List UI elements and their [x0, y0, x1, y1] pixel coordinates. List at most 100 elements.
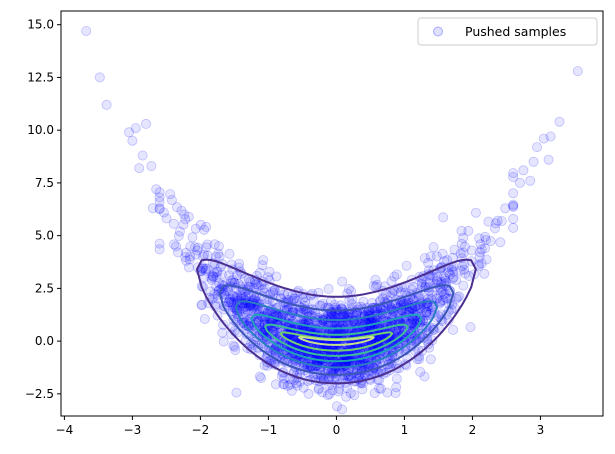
scatter-point [213, 248, 224, 259]
scatter-point [165, 189, 176, 200]
scatter-point [427, 271, 438, 282]
scatter-point [227, 274, 238, 285]
scatter-point [326, 311, 337, 322]
scatter-point [409, 322, 420, 333]
scatter-point [247, 325, 258, 336]
scatter-point [256, 373, 267, 384]
scatter-point [271, 271, 282, 282]
scatter-point [351, 320, 362, 331]
scatter-point [427, 290, 438, 301]
scatter-point [532, 142, 543, 153]
scatter-point [267, 286, 278, 297]
scatter-point [424, 342, 435, 353]
scatter-point [199, 224, 210, 235]
scatter-point [278, 379, 289, 390]
scatter-point [226, 329, 237, 340]
scatter-point [334, 383, 345, 394]
x-tick-label: −3 [124, 423, 142, 437]
scatter-point [479, 243, 490, 254]
scatter-point [431, 275, 442, 286]
scatter-point [451, 274, 462, 285]
scatter-point [382, 387, 393, 398]
scatter-point [508, 188, 519, 199]
scatter-point [554, 116, 565, 127]
scatter-point [254, 316, 265, 327]
scatter-point [195, 219, 206, 230]
scatter-point [190, 223, 201, 234]
scatter-point [154, 204, 165, 215]
contour-line [250, 313, 423, 363]
scatter-point [130, 123, 141, 134]
scatter-point [422, 333, 433, 344]
scatter-point [518, 165, 529, 176]
scatter-point [435, 279, 446, 290]
scatter-point [485, 236, 496, 247]
scatter-point [189, 242, 200, 253]
scatter-point [154, 196, 165, 207]
scatter-point [419, 253, 430, 264]
scatter-point [257, 260, 268, 271]
scatter-point [406, 318, 417, 329]
contour-line [298, 336, 375, 346]
scatter-point [241, 323, 252, 334]
x-tick-label: 2 [469, 423, 477, 437]
scatter-point [253, 280, 264, 291]
scatter-point [387, 288, 398, 299]
scatter-point [285, 379, 296, 390]
scatter-point [241, 328, 252, 339]
scatter-point [476, 258, 487, 269]
scatter-point [391, 382, 402, 393]
scatter-point [368, 280, 379, 291]
scatter-point [254, 371, 265, 382]
scatter-point [317, 387, 328, 398]
scatter-point [225, 297, 236, 308]
y-tick-label: 15.0 [27, 18, 54, 32]
scatter-point [224, 270, 235, 281]
scatter-point [101, 99, 112, 110]
scatter-point [192, 245, 203, 256]
scatter-point [431, 251, 442, 262]
scatter-point [346, 298, 357, 309]
scatter-point [475, 239, 486, 250]
scatter-point [483, 216, 494, 227]
scatter-point [327, 385, 338, 396]
scatter-point [447, 324, 458, 335]
density-contours [196, 258, 477, 385]
scatter-point [335, 300, 346, 311]
scatter-point [179, 209, 190, 220]
scatter-point [405, 318, 416, 329]
scatter-point [258, 255, 269, 266]
scatter-point [199, 249, 210, 260]
scatter-point [225, 293, 236, 304]
scatter-point [538, 133, 549, 144]
scatter-point [572, 66, 583, 77]
scatter-point [423, 257, 434, 268]
scatter-point [184, 254, 195, 265]
scatter-point [448, 272, 459, 283]
scatter-point [508, 168, 519, 179]
scatter-point [372, 279, 383, 290]
scatter-point [411, 334, 422, 345]
scatter-point [207, 270, 218, 281]
scatter-point [543, 154, 554, 165]
scatter-point [200, 265, 211, 276]
scatter-point [455, 248, 466, 259]
x-tick-label: 1 [401, 423, 409, 437]
scatter-point [474, 251, 485, 262]
scatter-point [419, 371, 430, 382]
scatter-point [459, 264, 470, 275]
scatter-point [268, 329, 279, 340]
scatter-point [174, 226, 185, 237]
contour-line [196, 258, 477, 385]
scatter-point [207, 271, 218, 282]
scatter-point [226, 296, 237, 307]
scatter-point [431, 293, 442, 304]
scatter-point [337, 276, 348, 287]
scatter-point [331, 401, 342, 412]
y-tick-label: 10.0 [27, 123, 54, 137]
scatter-point [229, 291, 240, 302]
scatter-point [146, 160, 157, 171]
scatter-point [168, 218, 179, 229]
scatter-point [228, 302, 239, 313]
